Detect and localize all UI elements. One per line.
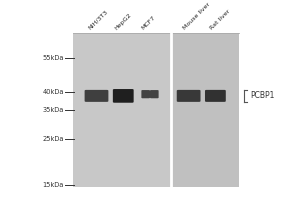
FancyBboxPatch shape <box>141 90 150 98</box>
Text: 15kDa: 15kDa <box>42 182 64 188</box>
FancyBboxPatch shape <box>113 89 134 103</box>
FancyBboxPatch shape <box>85 90 108 102</box>
Text: HepG2: HepG2 <box>114 12 133 31</box>
Text: 25kDa: 25kDa <box>42 136 64 142</box>
FancyBboxPatch shape <box>177 90 200 102</box>
Text: 40kDa: 40kDa <box>42 89 64 95</box>
Text: Rat liver: Rat liver <box>209 9 231 31</box>
Bar <box>171 33 239 187</box>
Bar <box>73 33 171 187</box>
FancyBboxPatch shape <box>205 90 226 102</box>
Text: Mouse liver: Mouse liver <box>182 2 211 31</box>
Text: 35kDa: 35kDa <box>42 107 64 113</box>
Text: 55kDa: 55kDa <box>42 55 64 61</box>
Text: PCBP1: PCBP1 <box>250 91 274 100</box>
FancyBboxPatch shape <box>150 90 159 98</box>
Text: MCF7: MCF7 <box>140 15 156 31</box>
Text: NIH/3T3: NIH/3T3 <box>87 9 109 31</box>
